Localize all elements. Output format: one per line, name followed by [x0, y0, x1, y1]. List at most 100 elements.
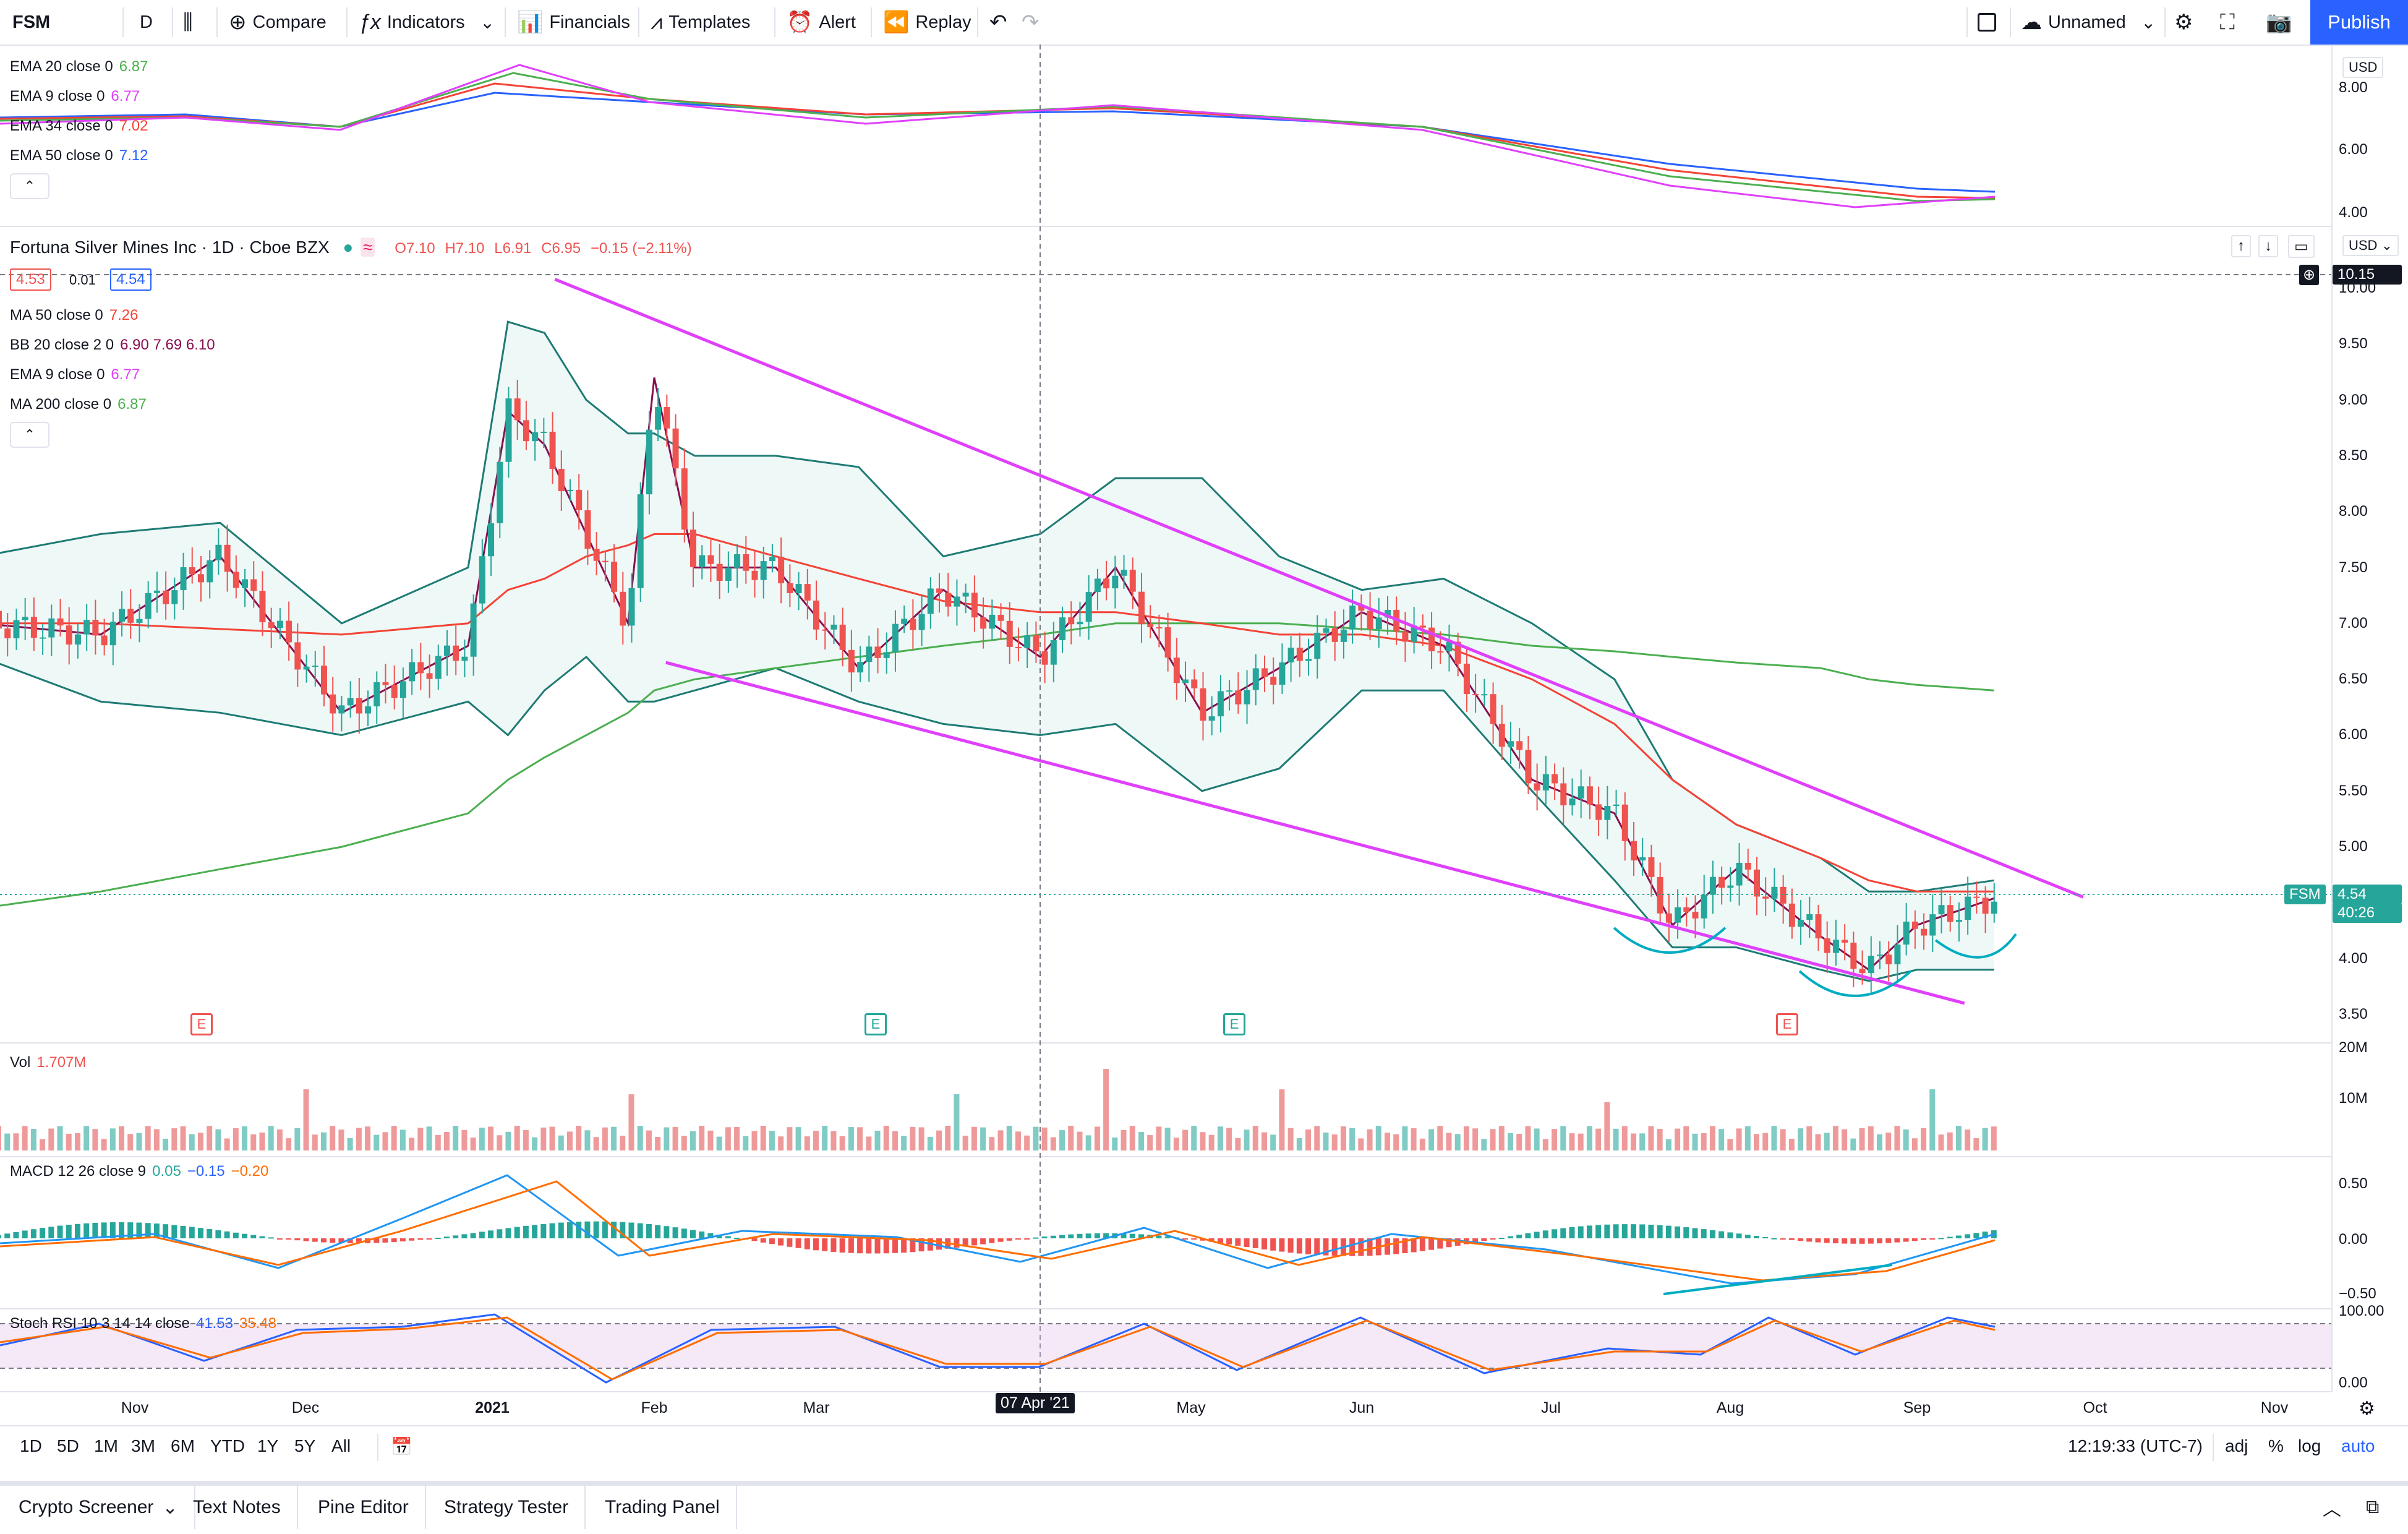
macd-histogram-bar: [1552, 1229, 1558, 1238]
volume-bar: [1991, 1126, 1997, 1150]
indicators-button[interactable]: ƒx Indicators: [359, 0, 465, 45]
financials-button[interactable]: 📊 Financials: [517, 0, 630, 45]
ema-20-legend[interactable]: EMA 20 close 0 6.87: [10, 58, 148, 75]
macd-histogram-bar: [356, 1238, 362, 1244]
ema-9-main-legend[interactable]: EMA 9 close 0 6.77: [10, 366, 140, 384]
adj-toggle[interactable]: adj: [2225, 1436, 2248, 1455]
range-all[interactable]: All: [331, 1436, 351, 1455]
publish-button[interactable]: Publish: [2310, 0, 2408, 45]
bid-box[interactable]: 4.53: [10, 268, 51, 291]
macd-histogram-bar: [1578, 1226, 1584, 1238]
ema-axis-currency[interactable]: USD: [2342, 57, 2384, 78]
legend-label: MA 200 close 0: [10, 396, 112, 413]
main-legend-collapse-button[interactable]: ⌃: [10, 422, 49, 448]
settings-button[interactable]: ⚙: [2174, 0, 2199, 45]
interval-label: D: [140, 12, 153, 32]
volume-bar: [602, 1127, 608, 1150]
clock-display[interactable]: 12:19:33 (UTC-7): [2068, 1436, 2203, 1455]
pane-move-down-button[interactable]: ↓: [2258, 235, 2278, 257]
chart-canvas[interactable]: [0, 45, 2331, 1425]
ema-34-legend[interactable]: EMA 34 close 0 7.02: [10, 118, 148, 135]
chevron-up-icon: ︿: [2323, 1499, 2341, 1520]
redo-button[interactable]: ↷: [1022, 0, 1046, 45]
undo-button[interactable]: ↶: [989, 0, 1014, 45]
ema-9-legend[interactable]: EMA 9 close 0 6.77: [10, 88, 140, 105]
templates-button[interactable]: ⩘ Templates: [651, 0, 750, 45]
add-alert-button[interactable]: ⊕: [2299, 265, 2320, 285]
ohlc-change: −0.15 (−2.11%): [590, 240, 692, 257]
goto-date-button[interactable]: 📅: [391, 1436, 412, 1457]
macd-histogram-bar: [1885, 1238, 1892, 1243]
earnings-marker[interactable]: E: [865, 1013, 887, 1035]
main-axis-currency[interactable]: USD ⌄: [2342, 235, 2399, 256]
candle-body: [1279, 662, 1286, 685]
candle-body: [971, 593, 978, 618]
fullscreen-button[interactable]: ⛶: [2220, 0, 2241, 45]
alert-button[interactable]: ⏰ Alert: [787, 0, 856, 45]
ema-legend-collapse-button[interactable]: ⌃: [10, 173, 49, 199]
tab-pine-editor[interactable]: Pine Editor: [302, 1486, 426, 1529]
percent-toggle[interactable]: %: [2268, 1436, 2284, 1455]
pane-maximize-button[interactable]: ▭: [2288, 235, 2315, 258]
macd-histogram-bar: [1780, 1238, 1786, 1240]
volume-bar: [1340, 1126, 1346, 1150]
macd-histogram-bar: [672, 1227, 678, 1238]
tab-trading-panel[interactable]: Trading Panel: [589, 1486, 737, 1529]
layout-button[interactable]: ☁ Unnamed: [2021, 0, 2126, 45]
macd-legend[interactable]: MACD 12 26 close 9 0.05 −0.15 −0.20: [10, 1163, 268, 1180]
candle-body: [1894, 945, 1901, 965]
macd-histogram-bar: [286, 1238, 292, 1240]
ema-50-legend[interactable]: EMA 50 close 0 7.12: [10, 147, 148, 165]
auto-toggle[interactable]: auto: [2341, 1436, 2375, 1455]
ma-50-legend[interactable]: MA 50 close 0 7.26: [10, 307, 138, 324]
range-6m[interactable]: 6M: [171, 1436, 195, 1455]
price-axis-tick: 5.00: [2339, 838, 2368, 855]
tab-text-notes[interactable]: Text Notes: [177, 1486, 298, 1529]
range-5d[interactable]: 5D: [57, 1436, 79, 1455]
log-toggle[interactable]: log: [2298, 1436, 2321, 1455]
range-1y[interactable]: 1Y: [257, 1436, 279, 1455]
compare-button[interactable]: ⊕ Compare: [229, 0, 327, 45]
earnings-marker[interactable]: E: [1776, 1013, 1798, 1035]
tab-crypto-screener[interactable]: Crypto Screener ⌄: [2, 1486, 195, 1529]
legend-value: 7.26: [109, 307, 139, 324]
candle-body: [479, 556, 485, 604]
volume-bar: [338, 1129, 344, 1150]
replay-button[interactable]: ⏪ Replay: [883, 0, 971, 45]
range-1d[interactable]: 1D: [20, 1436, 42, 1455]
chart-type-button[interactable]: ⫼: [183, 0, 199, 45]
select-toggle[interactable]: [1978, 0, 1996, 45]
candle-body: [399, 681, 406, 698]
volume-legend[interactable]: Vol 1.707M: [10, 1054, 86, 1071]
pane-move-up-button[interactable]: ↑: [2231, 235, 2251, 257]
bb-legend[interactable]: BB 20 close 2 0 6.90 7.69 6.10: [10, 336, 215, 354]
ma-200-legend[interactable]: MA 200 close 0 6.87: [10, 396, 147, 413]
volume-bar: [443, 1132, 450, 1150]
volume-bar: [1006, 1126, 1012, 1150]
layout-dropdown[interactable]: ⌄: [2141, 0, 2156, 45]
candle-body: [716, 563, 723, 581]
price-axis-tick: 8.00: [2339, 503, 2368, 520]
chart-settings-button[interactable]: ⚙: [2354, 1397, 2380, 1421]
snapshot-button[interactable]: 📷: [2266, 0, 2298, 45]
range-ytd[interactable]: YTD: [210, 1436, 245, 1455]
volume-bar: [804, 1136, 810, 1150]
range-3m[interactable]: 3M: [131, 1436, 155, 1455]
indicators-dropdown[interactable]: ⌄: [480, 0, 495, 45]
legend-value: 35.48: [239, 1315, 276, 1332]
main-series-legend[interactable]: Fortuna Silver Mines Inc · 1D · Cboe BZX…: [10, 238, 692, 257]
panel-maximize-button[interactable]: ⧉: [2350, 1486, 2395, 1529]
range-1m[interactable]: 1M: [94, 1436, 118, 1455]
panel-collapse-button[interactable]: ︿: [2307, 1486, 2357, 1529]
stoch-rsi-legend[interactable]: Stoch RSI 10 3 14 14 close 41.53 35.48: [10, 1315, 276, 1332]
range-5y[interactable]: 5Y: [294, 1436, 316, 1455]
candle-body: [1560, 783, 1567, 806]
earnings-marker[interactable]: E: [1223, 1013, 1245, 1035]
interval-button[interactable]: D: [140, 0, 153, 45]
macd-histogram-bar: [699, 1231, 705, 1238]
symbol-search[interactable]: FSM: [12, 0, 50, 45]
earnings-marker[interactable]: E: [190, 1013, 213, 1035]
volume-bar: [743, 1136, 749, 1150]
ask-box[interactable]: 4.54: [110, 268, 152, 291]
tab-strategy-tester[interactable]: Strategy Tester: [428, 1486, 586, 1529]
